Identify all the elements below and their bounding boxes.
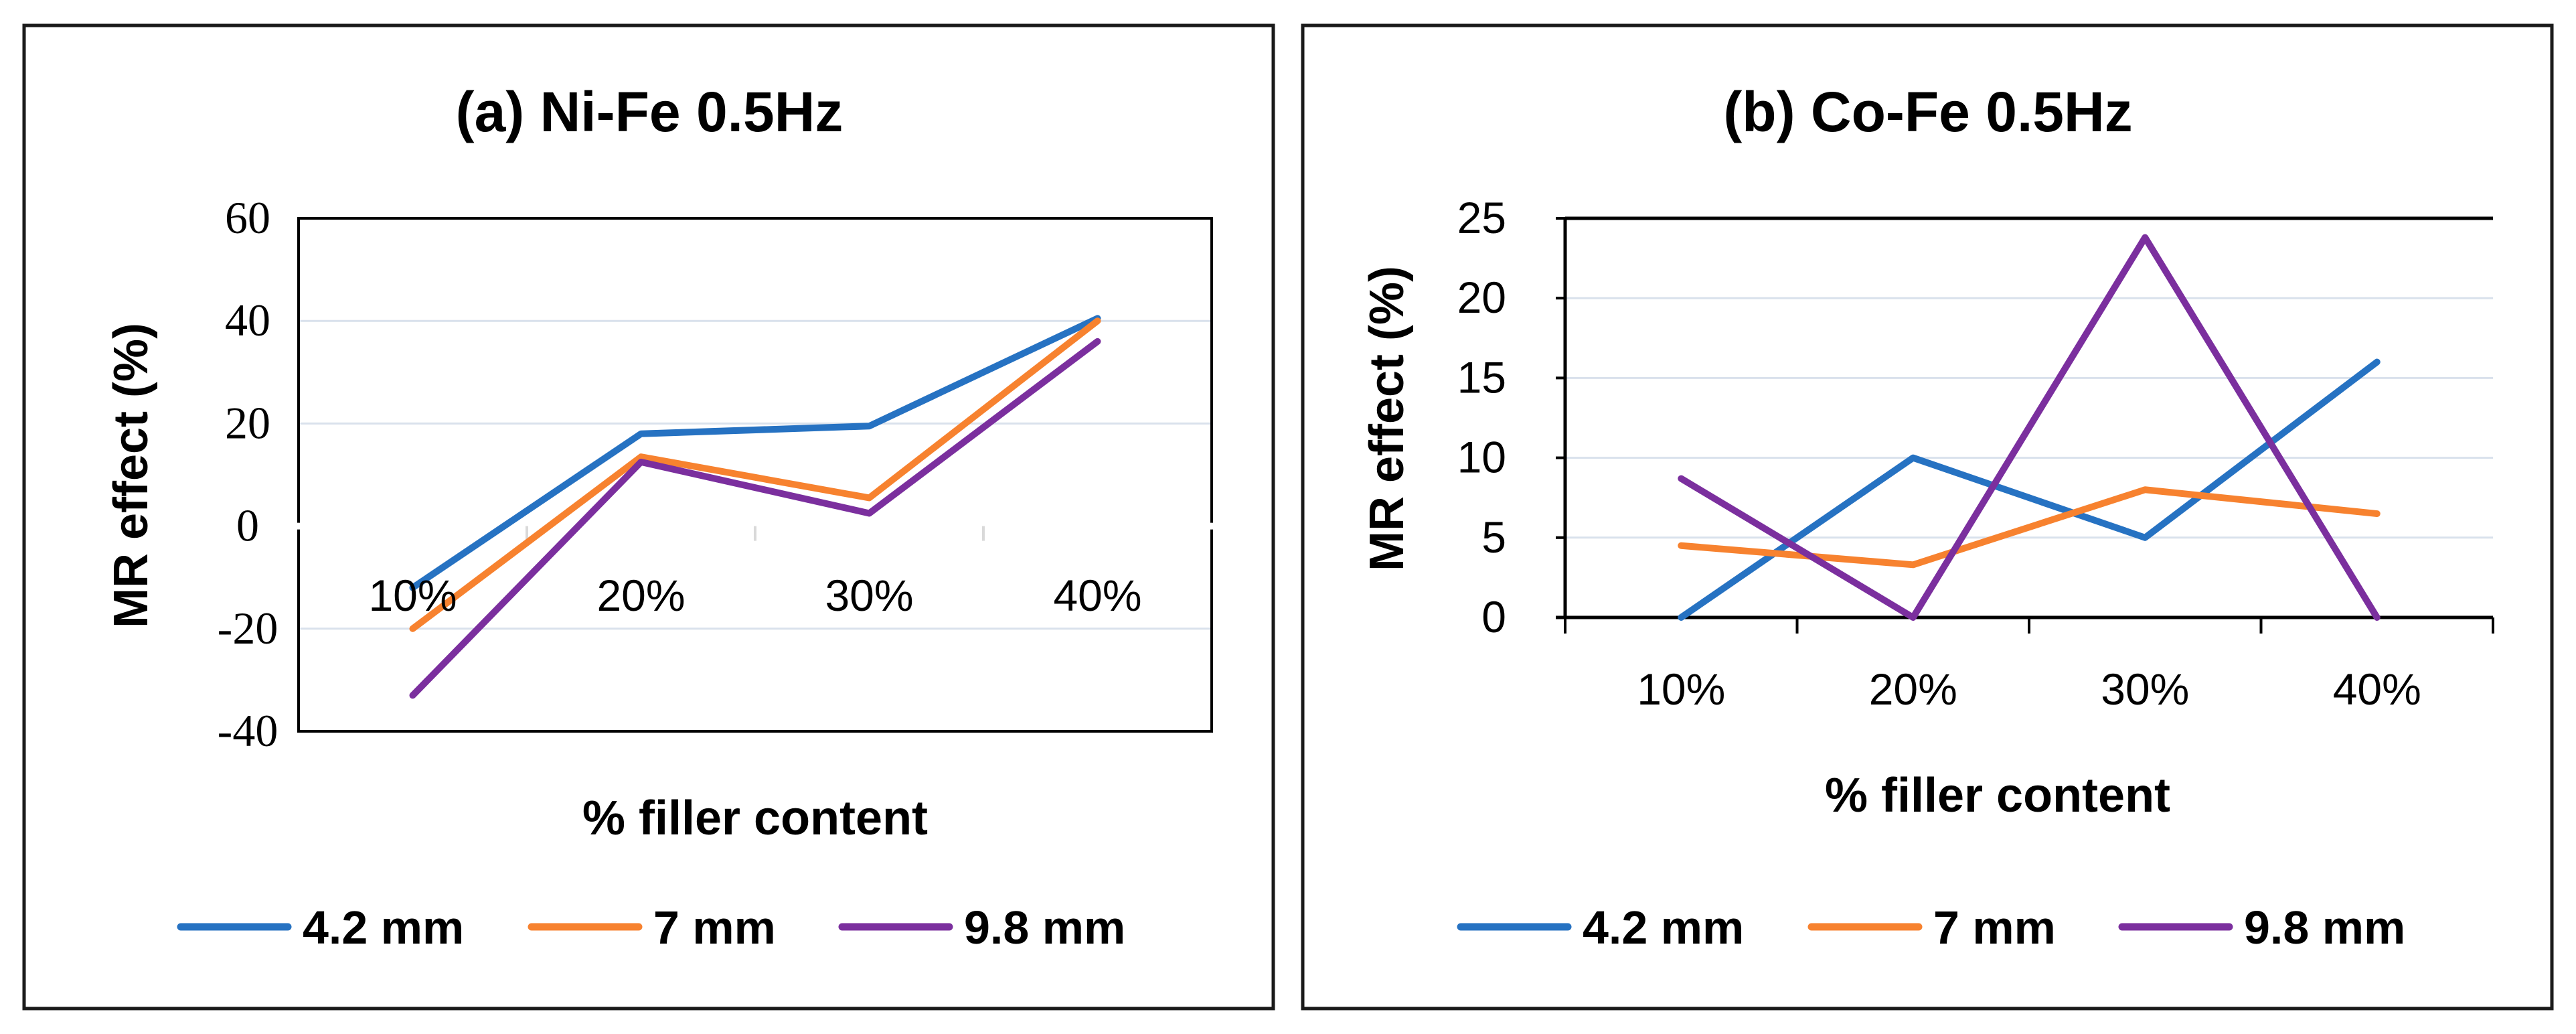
- panel-b-y-tick-label: 15: [1457, 352, 1506, 402]
- panel-b-frame: [1301, 23, 2554, 1011]
- panel-a-x-tick-label: 10%: [368, 571, 457, 620]
- panel-b-y-tick-label: 20: [1457, 273, 1506, 322]
- panel-a-title: (a) Ni-Fe 0.5Hz: [456, 80, 843, 143]
- panel-a-x-axis-label: % filler content: [582, 792, 928, 845]
- panel-b-y-tick-label: 10: [1457, 433, 1506, 482]
- panel-a-y-tick-label: -20: [218, 603, 278, 654]
- panel-a-frame: [22, 23, 1275, 1011]
- panel-a-series: [409, 315, 1101, 699]
- panel-a-y-tick-label: 20: [225, 397, 270, 448]
- panel-a-series-7-mm: [409, 317, 1101, 632]
- panel-b-legend-label: 9.8 mm: [2244, 901, 2405, 954]
- panel-b-x-tick-label: 10%: [1637, 664, 1725, 714]
- panel-b-x-ticks: 10% 20% 30% 40%: [1637, 664, 2421, 714]
- panel-a-y-tick-label: -40: [218, 705, 278, 756]
- panel-a-y-ticks: 60 40 20 0 -20 -40: [218, 192, 278, 756]
- panel-a-x-ticks: 10% 20% 30% 40%: [368, 571, 1141, 620]
- panel-a-y-tick-label: 40: [225, 295, 270, 346]
- panel-a-y-tick-label: 60: [225, 192, 270, 243]
- panel-a-zero-axis: [292, 522, 1218, 541]
- panel-b-y-tick-label: 5: [1481, 512, 1506, 562]
- panel-a-x-tick-label: 40%: [1053, 571, 1141, 620]
- panel-b-y-ticks: 25 20 15 10 5 0: [1457, 193, 1506, 642]
- chart-panel-a: (a) Ni-Fe 0.5Hz 60 40 20 0 -20 -40 10% 20% 30% 4…: [22, 23, 1275, 1011]
- panel-b-legend-item-9-8-mm: 9.8 mm: [2118, 901, 2405, 954]
- panel-a-legend-item-4-2-mm: 4.2 mm: [177, 901, 464, 954]
- panel-a-y-tick-label: 0: [236, 500, 259, 551]
- panel-a-y-axis-label: MR effect (%): [104, 323, 158, 628]
- panel-a-x-tick-label: 30%: [825, 571, 913, 620]
- panel-a-legend-label: 7 mm: [653, 901, 776, 954]
- panel-a-legend: 4.2 mm 7 mm 9.8 mm: [177, 901, 1125, 954]
- panel-b-y-tick-label: 25: [1457, 193, 1506, 242]
- panel-a-series-9-8-mm: [409, 338, 1101, 699]
- panel-a-legend-item-9-8-mm: 9.8 mm: [838, 901, 1125, 954]
- panel-a-x-tick-label: 20%: [596, 571, 685, 620]
- panel-b-legend: 4.2 mm 7 mm 9.8 mm: [1457, 901, 2405, 954]
- panel-b-x-tick-label: 30%: [2101, 664, 2189, 714]
- panel-b-x-tick-label: 40%: [2333, 664, 2421, 714]
- panel-b-series-9-8-mm: [1678, 234, 2381, 621]
- panel-b-gridlines: [1565, 297, 2493, 539]
- panel-b-x-tick-label: 20%: [1869, 664, 1957, 714]
- panel-b-series-7-mm: [1678, 486, 2381, 569]
- panel-a-legend-label: 4.2 mm: [303, 901, 464, 954]
- panel-b-x-axis-label: % filler content: [1825, 769, 2170, 822]
- panel-b-series: [1678, 234, 2381, 621]
- panel-b-title: (b) Co-Fe 0.5Hz: [1723, 80, 2132, 143]
- panel-a-legend-label: 9.8 mm: [964, 901, 1125, 954]
- panel-b-legend-label: 4.2 mm: [1583, 901, 1744, 954]
- panel-a-series-4-2-mm: [409, 315, 1101, 591]
- panel-b-y-axis-label: MR effect (%): [1360, 266, 1414, 571]
- panel-b-axes: [1556, 216, 2494, 634]
- panel-b-legend-label: 7 mm: [1933, 901, 2056, 954]
- panel-a-legend-item-7-mm: 7 mm: [528, 901, 776, 954]
- panel-b-legend-item-7-mm: 7 mm: [1807, 901, 2056, 954]
- panel-b-legend-item-4-2-mm: 4.2 mm: [1457, 901, 1744, 954]
- panel-a-plot-area: [297, 217, 1213, 733]
- panel-b-series-4-2-mm: [1678, 358, 2381, 621]
- panel-b-y-tick-label: 0: [1481, 592, 1506, 642]
